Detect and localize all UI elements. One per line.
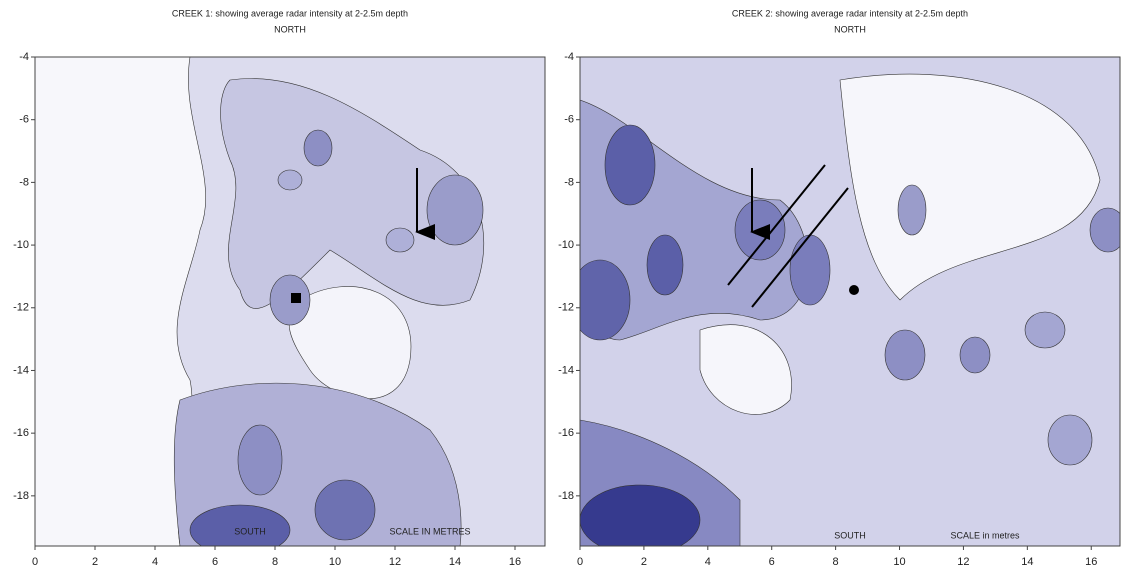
y-tick-label: -4 xyxy=(19,51,29,63)
y-tick-label: -18 xyxy=(558,490,574,502)
x-tick-label: 8 xyxy=(272,556,278,568)
plot-frame xyxy=(579,56,1121,547)
x-tick-label: 12 xyxy=(389,556,401,568)
contour-field xyxy=(580,57,1120,546)
x-tick-label: 4 xyxy=(705,556,711,568)
x-tick-label: 2 xyxy=(641,556,647,568)
y-tick-label: -16 xyxy=(558,427,574,439)
x-tick-label: 16 xyxy=(509,556,521,568)
x-tick-label: 0 xyxy=(32,556,38,568)
y-tick-label: -8 xyxy=(19,176,29,188)
x-tick-label: 16 xyxy=(1085,556,1097,568)
y-tick-label: -14 xyxy=(558,364,574,376)
x-tick-label: 6 xyxy=(769,556,775,568)
x-tick-label: 6 xyxy=(212,556,218,568)
annotation: SCALE IN METRES xyxy=(389,526,470,536)
x-tick-label: 14 xyxy=(1021,556,1033,568)
y-tick-label: -18 xyxy=(13,490,29,502)
y-tick-label: -8 xyxy=(564,176,574,188)
y-tick-label: -16 xyxy=(13,427,29,439)
annotation: SCALE in metres xyxy=(950,530,1020,540)
chart-title: CREEK 2: showing average radar intensity… xyxy=(732,8,968,18)
chart-title: CREEK 1: showing average radar intensity… xyxy=(172,8,408,18)
subtitle: NORTH xyxy=(274,24,306,34)
y-tick-label: -12 xyxy=(558,302,574,314)
annotation: SOUTH xyxy=(234,526,266,536)
markers xyxy=(291,164,859,308)
y-tick-label: -12 xyxy=(13,302,29,314)
x-tick-label: 4 xyxy=(152,556,158,568)
x-tick-label: 0 xyxy=(577,556,583,568)
x-tick-label: 8 xyxy=(833,556,839,568)
y-tick-label: -10 xyxy=(558,239,574,251)
x-tick-label: 12 xyxy=(957,556,969,568)
subtitle: NORTH xyxy=(834,24,866,34)
x-tick-label: 10 xyxy=(329,556,341,568)
plot-frame xyxy=(34,56,546,547)
contour-field xyxy=(35,57,545,546)
y-tick-label: -10 xyxy=(13,239,29,251)
x-tick-label: 10 xyxy=(893,556,905,568)
x-tick-label: 14 xyxy=(449,556,461,568)
y-tick-label: -4 xyxy=(564,51,574,63)
y-tick-label: -6 xyxy=(564,114,574,126)
y-tick-label: -14 xyxy=(13,364,29,376)
annotation: SOUTH xyxy=(834,530,866,540)
x-tick-label: 2 xyxy=(92,556,98,568)
y-tick-label: -6 xyxy=(19,114,29,126)
